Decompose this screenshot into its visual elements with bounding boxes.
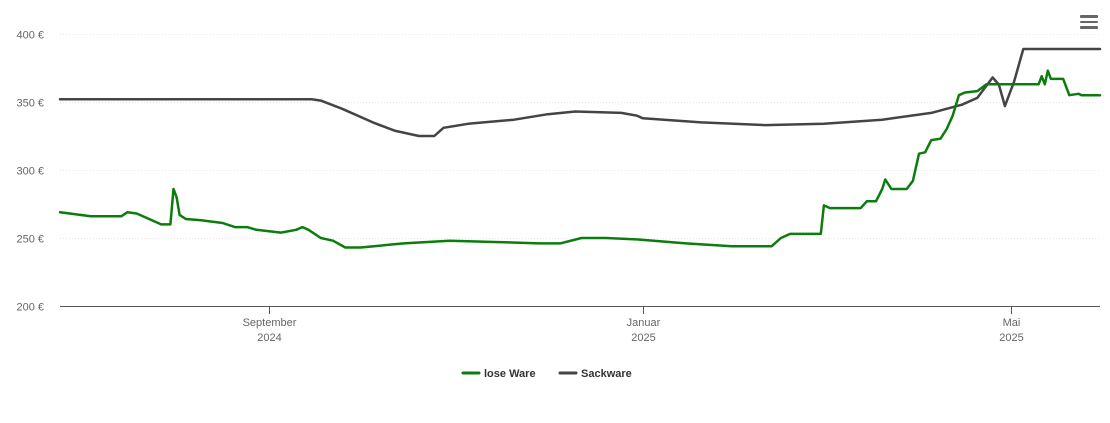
legend: lose Ware Sackware <box>461 368 632 380</box>
x-tick-month: Januar <box>627 317 661 329</box>
y-tick-label: 200 € <box>16 302 44 314</box>
y-tick-label: 350 € <box>16 98 44 110</box>
y-axis-ticks: 200 € 250 € 300 € 350 € 400 € <box>16 30 44 314</box>
series-line-lose-ware[interactable] <box>58 69 1102 249</box>
menu-bar <box>1080 26 1098 29</box>
x-tick-month: Mai <box>1003 317 1021 329</box>
y-tick-label: 250 € <box>16 234 44 246</box>
series-line-sackware[interactable] <box>58 47 1102 138</box>
legend-item[interactable]: Sackware <box>558 368 632 380</box>
x-tick-year: 2024 <box>257 332 281 344</box>
legend-label: lose Ware <box>484 368 536 380</box>
x-tick-year: 2025 <box>999 332 1023 344</box>
legend-label: Sackware <box>581 368 632 380</box>
x-axis-ticks: September 2024 Januar 2025 Mai 2025 <box>243 306 1024 344</box>
menu-bar <box>1080 15 1098 18</box>
menu-bar <box>1080 20 1098 23</box>
y-tick-label: 400 € <box>16 30 44 42</box>
series-lines <box>58 47 1102 249</box>
hamburger-menu-icon[interactable] <box>1078 12 1100 32</box>
legend-item[interactable]: lose Ware <box>461 368 536 380</box>
y-tick-label: 300 € <box>16 166 44 178</box>
y-gridlines <box>60 34 1100 239</box>
x-tick-month: September <box>243 317 297 329</box>
x-tick-year: 2025 <box>631 332 655 344</box>
